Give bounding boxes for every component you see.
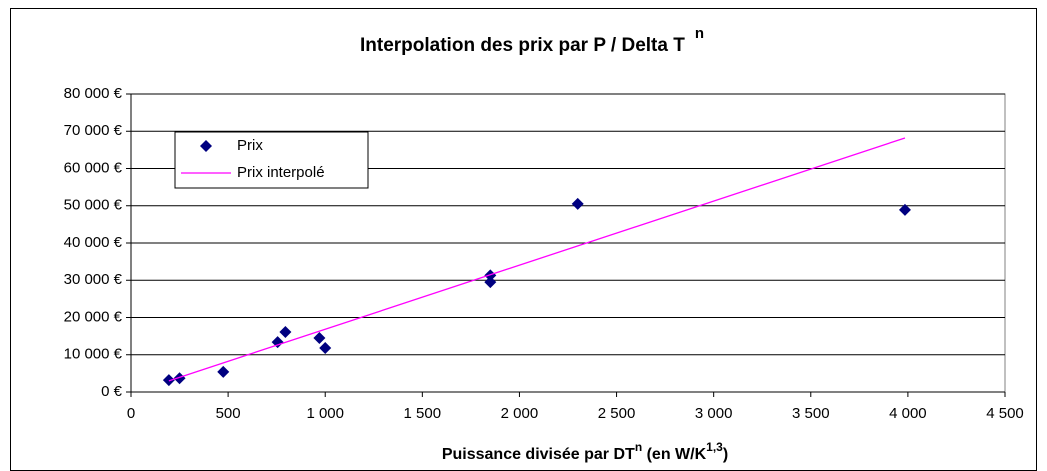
x-tick-label: 4 500 [986, 405, 1024, 422]
x-label-part: (en W/K [642, 446, 706, 463]
interpolation-line [168, 137, 906, 382]
chart-title: Interpolation des prix par P / Delta T n [360, 25, 704, 56]
price-point [162, 374, 175, 387]
price-point [279, 326, 292, 339]
price-point [217, 365, 230, 378]
x-label-sup: 1,3 [706, 440, 723, 454]
y-tick-label: 40 000 € [64, 234, 123, 251]
x-axis-label: Puissance divisée par DTn (en W/K1,3) [442, 440, 728, 463]
y-tick-label: 80 000 € [64, 85, 123, 102]
y-tick-label: 70 000 € [64, 122, 123, 139]
x-tick-label: 2 500 [598, 405, 636, 422]
price-point [313, 331, 326, 344]
legend-label: Prix [237, 137, 263, 154]
x-label-part: ) [723, 446, 728, 463]
x-tick-label: 2 000 [501, 405, 539, 422]
x-tick-label: 3 500 [792, 405, 830, 422]
y-tick-label: 20 000 € [64, 308, 123, 325]
legend-label: Prix interpolé [237, 164, 325, 181]
x-tick-label: 1 500 [404, 405, 442, 422]
price-point [173, 372, 186, 385]
x-label-sup: n [635, 440, 642, 454]
price-point [271, 336, 284, 349]
price-point [319, 342, 332, 355]
y-tick-label: 0 € [101, 383, 123, 400]
y-tick-label: 10 000 € [64, 346, 123, 363]
price-point [898, 203, 911, 216]
x-label-part: Puissance divisée par DT [442, 446, 635, 463]
y-tick-label: 50 000 € [64, 197, 123, 214]
x-tick-label: 500 [216, 405, 241, 422]
y-tick-label: 60 000 € [64, 159, 123, 176]
price-point [484, 276, 497, 289]
price-point [571, 197, 584, 210]
x-tick-label: 0 [127, 405, 135, 422]
legend-marker [200, 140, 212, 152]
y-tick-label: 30 000 € [64, 271, 123, 288]
title-sup: n [695, 25, 704, 42]
x-tick-label: 4 000 [889, 405, 927, 422]
x-tick-label: 3 000 [695, 405, 733, 422]
x-tick-label: 1 000 [306, 405, 344, 422]
title-main: Interpolation des prix par P / Delta T [360, 35, 685, 56]
